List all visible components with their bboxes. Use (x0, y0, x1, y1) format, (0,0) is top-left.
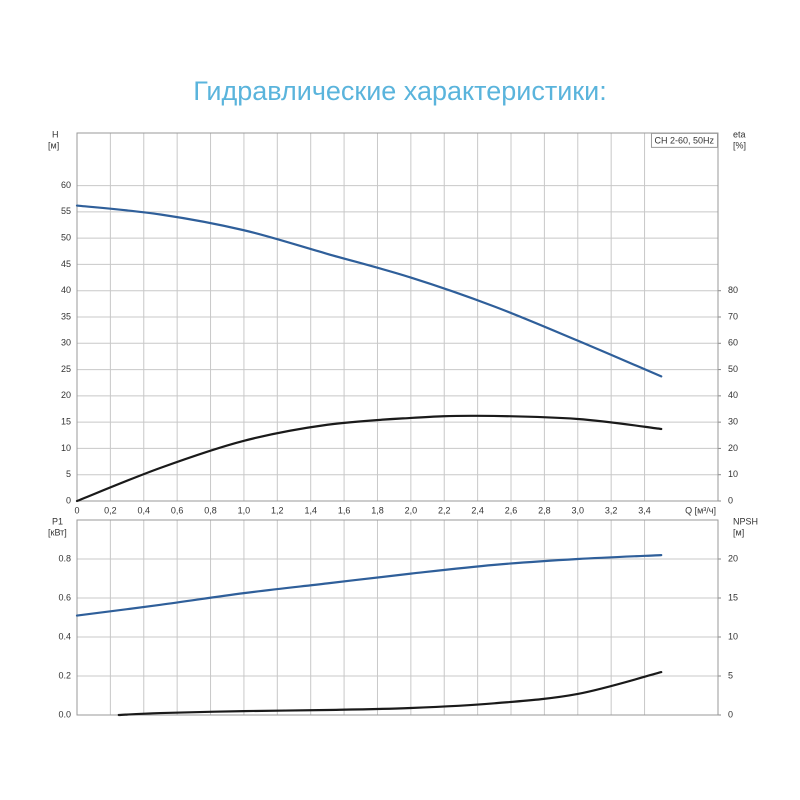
y-axis-unit: [кВт] (48, 527, 67, 537)
y2-axis-unit: [%] (733, 140, 746, 150)
y-tick-label: 0.8 (58, 553, 71, 563)
y-tick-label: 40 (61, 285, 71, 295)
x-tick-label: 0,8 (204, 505, 217, 515)
y-axis-label: H (52, 129, 59, 139)
y-axis-unit: [м] (48, 140, 59, 150)
y2-tick-label: 40 (728, 390, 738, 400)
y-tick-label: 0.2 (58, 670, 71, 680)
curve (75, 554, 663, 617)
y2-tick-label: 80 (728, 285, 738, 295)
y2-tick-label: 10 (728, 631, 738, 641)
x-tick-label: 2,4 (471, 505, 484, 515)
x-tick-label: 0,4 (138, 505, 151, 515)
curve (75, 204, 663, 378)
y-tick-label: 20 (61, 390, 71, 400)
y-tick-label: 0 (66, 495, 71, 505)
y-tick-label: 30 (61, 338, 71, 348)
y2-tick-label: 0 (728, 495, 733, 505)
x-tick-label: 3,0 (572, 505, 585, 515)
x-tick-label: 2,6 (505, 505, 518, 515)
y-tick-label: 0.4 (58, 631, 71, 641)
y-tick-label: 55 (61, 206, 71, 216)
x-tick-label: 1,4 (304, 505, 317, 515)
y-tick-label: 10 (61, 443, 71, 453)
x-tick-label: 1,6 (338, 505, 351, 515)
y-tick-label: 60 (61, 180, 71, 190)
y-tick-label: 25 (61, 364, 71, 374)
x-tick-label: 0 (74, 505, 79, 515)
x-tick-label: 2,8 (538, 505, 551, 515)
plot-frame (76, 519, 719, 716)
x-tick-label: 3,2 (605, 505, 618, 515)
annotation: CH 2-60, 50Hz (654, 135, 714, 145)
y2-axis-unit: [м] (733, 527, 744, 537)
y2-tick-label: 10 (728, 469, 738, 479)
y-tick-label: 50 (61, 233, 71, 243)
y2-axis-label: eta (733, 129, 746, 139)
curve (75, 414, 663, 503)
y2-axis-label: NPSH (733, 516, 758, 526)
curve (117, 671, 663, 717)
x-tick-label: 1,2 (271, 505, 284, 515)
x-tick-label: 0,2 (104, 505, 117, 515)
annotation-box (650, 132, 718, 148)
y2-tick-label: 15 (728, 592, 738, 602)
x-tick-label: 2,2 (438, 505, 451, 515)
y2-tick-label: 20 (728, 553, 738, 563)
x-axis-label: Q [м³/ч] (685, 505, 716, 515)
x-tick-label: 1,0 (238, 505, 251, 515)
y-tick-label: 45 (61, 259, 71, 269)
y2-tick-label: 0 (728, 709, 733, 719)
y2-tick-label: 5 (728, 670, 733, 680)
y-tick-label: 35 (61, 311, 71, 321)
y-tick-label: 5 (66, 469, 71, 479)
y2-tick-label: 20 (728, 443, 738, 453)
y2-tick-label: 30 (728, 417, 738, 427)
plot-frame (76, 132, 719, 502)
y-tick-label: 0.0 (58, 709, 71, 719)
x-tick-label: 1,8 (371, 505, 384, 515)
y-tick-label: 0.6 (58, 592, 71, 602)
x-tick-label: 0,6 (171, 505, 184, 515)
y2-tick-label: 70 (728, 311, 738, 321)
x-tick-label: 2,0 (405, 505, 418, 515)
x-tick-label: 3,4 (638, 505, 651, 515)
y-tick-label: 15 (61, 417, 71, 427)
chart-title: Гидравлические характеристики: (193, 76, 606, 106)
y2-tick-label: 50 (728, 364, 738, 374)
y-axis-label: P1 (52, 516, 63, 526)
y2-tick-label: 60 (728, 338, 738, 348)
